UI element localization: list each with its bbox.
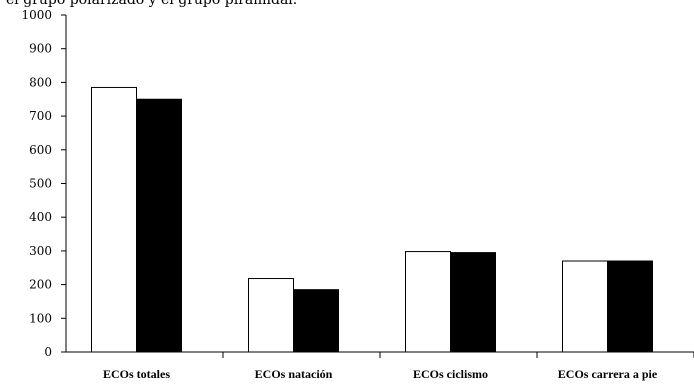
bar-group-a [248, 278, 294, 353]
y-tick-label: 100 [29, 311, 52, 325]
y-tick-label: 500 [29, 177, 52, 191]
x-category-label: ECOs natación [255, 367, 333, 381]
x-category-label: ECOs carrera a pie [558, 367, 658, 381]
x-category-label: ECOs totales [103, 367, 170, 381]
bar-group-b [450, 252, 496, 353]
y-tick-label: 700 [29, 109, 52, 123]
y-tick-label: 400 [29, 210, 52, 224]
y-tick-label: 200 [29, 278, 52, 292]
y-tick-label: 1000 [21, 8, 52, 22]
y-tick-label: 0 [44, 345, 52, 359]
y-tick-label: 800 [29, 75, 52, 89]
y-tick-label: 600 [29, 143, 52, 157]
bar-group-b [607, 260, 653, 353]
bar-group-a [562, 260, 608, 353]
x-axis-ticks: ECOs totales ECOs natación ECOs ciclismo EC… [103, 352, 694, 381]
y-axis-ticks: 0 100 200 300 400 500 600 700 800 900 1000 [21, 8, 66, 359]
figure-caption: el grupo polarizado y el grupo piramidal… [6, 0, 298, 8]
bar-group-b [293, 289, 339, 353]
bar-group-b [136, 98, 182, 353]
x-category-label: ECOs ciclismo [413, 367, 488, 381]
chart-bars [91, 86, 653, 353]
bar-group-a [405, 251, 451, 353]
y-tick-label: 900 [29, 42, 52, 56]
y-tick-label: 300 [29, 244, 52, 258]
bar-group-a [91, 86, 137, 353]
